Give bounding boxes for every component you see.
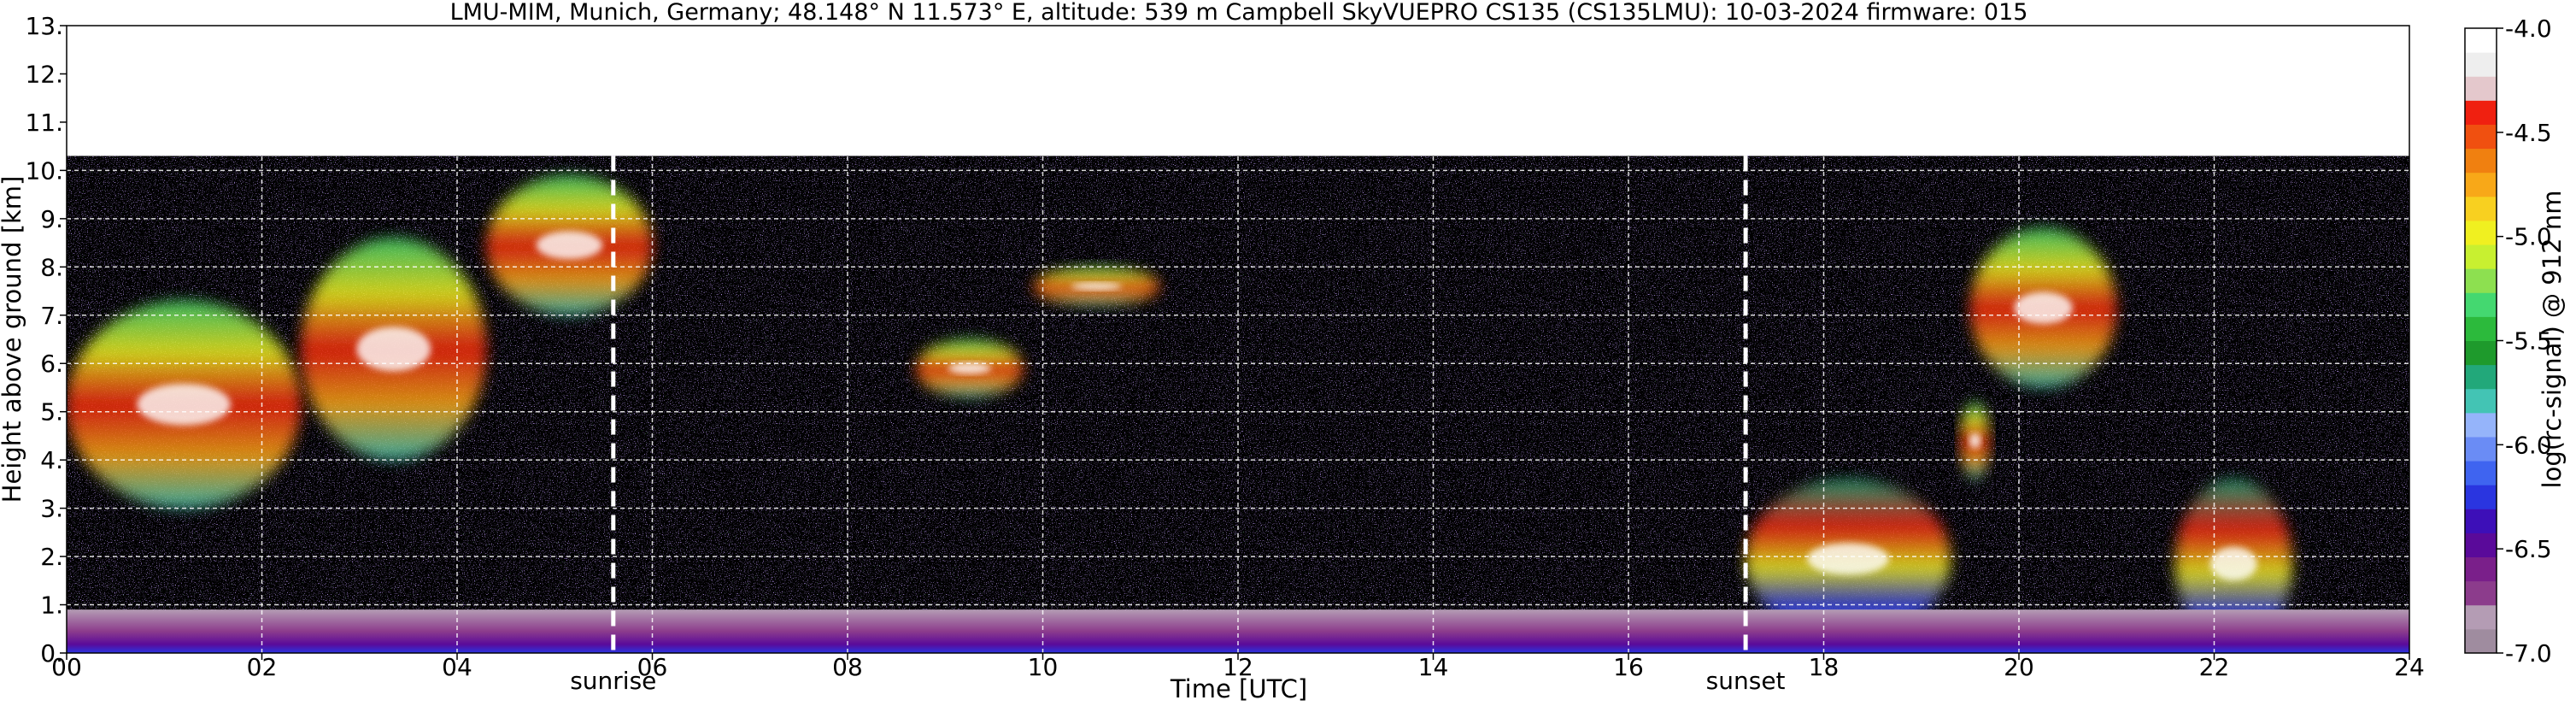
- colorbar-tick-label: -4.5: [2505, 119, 2552, 147]
- y-axis-ticks: 0. 1. 2. 3. 4. 5. 6. 7. 8. 9. 10. 11. 12. 13.: [25, 12, 67, 668]
- x-tick-label: 16: [1613, 653, 1644, 681]
- colorbar-swatch: [2465, 461, 2497, 485]
- colorbar-tick-label: -4.0: [2505, 15, 2552, 43]
- x-axis-ticks: 00 02 04 06 08 10 12 14 16 18 20 22 24: [51, 653, 2425, 681]
- colorbar-swatch: [2465, 412, 2497, 438]
- y-tick-label: 0.: [40, 639, 63, 668]
- x-tick-label: 02: [247, 653, 278, 681]
- cloud-core-cloud-layer-night-early: [137, 383, 231, 426]
- colorbar-swatch: [2465, 268, 2497, 293]
- colorbar-swatch: [2465, 604, 2497, 630]
- x-tick-label: 14: [1418, 653, 1449, 681]
- y-tick-label: 13.: [25, 12, 63, 40]
- colorbar-swatch: [2465, 244, 2497, 269]
- y-tick-label: 11.: [25, 109, 63, 137]
- x-tick-label: 08: [832, 653, 863, 681]
- colorbar-swatch: [2465, 340, 2497, 366]
- colorbar-swatch: [2465, 124, 2497, 150]
- cloud-core-cloud-streak-evening-high: [2014, 291, 2073, 324]
- y-tick-label: 12.: [25, 60, 63, 88]
- colorbar-swatch: [2465, 76, 2497, 101]
- x-tick-label: 24: [2394, 653, 2425, 681]
- y-tick-label: 8.: [40, 253, 63, 281]
- colorbar-swatch: [2465, 220, 2497, 245]
- sunrise-label: sunrise: [570, 667, 656, 695]
- x-tick-label: 06: [637, 653, 668, 681]
- ground-aerosol-layer: [67, 609, 2409, 653]
- cloud-core-cloud-streak-upper: [1071, 282, 1123, 291]
- y-tick-label: 4.: [40, 446, 63, 474]
- grid: [67, 26, 2409, 653]
- y-tick-label: 3.: [40, 495, 63, 523]
- colorbar-swatch: [2465, 28, 2497, 53]
- colorbar-tick-label: -6.0: [2505, 431, 2552, 459]
- colorbar-swatch: [2465, 388, 2497, 414]
- annotations: sunrise sunset: [570, 156, 1786, 695]
- colorbar-swatch: [2465, 556, 2497, 582]
- x-tick-label: 22: [2199, 653, 2230, 681]
- cloud-core-cloud-streak-mid: [948, 362, 991, 374]
- colorbar-swatch: [2465, 485, 2497, 509]
- y-tick-label: 2.: [40, 543, 63, 571]
- colorbar: -4.0 -4.5 -5.0 -5.5 -6.0 -6.5 -7.0: [2464, 15, 2552, 668]
- y-tick-label: 6.: [40, 350, 63, 378]
- y-tick-label: 5.: [40, 398, 63, 427]
- cloud-core-cloud-layer-low-evening: [1807, 543, 1890, 575]
- colorbar-swatch: [2465, 292, 2497, 317]
- colorbar-swatch: [2465, 172, 2497, 197]
- colorbar-swatch: [2465, 532, 2497, 558]
- x-tick-label: 10: [1028, 653, 1059, 681]
- colorbar-swatch: [2465, 52, 2497, 77]
- colorbar-label: log(rc-signal) @ 912 nm: [2538, 191, 2567, 489]
- colorbar-swatch: [2465, 580, 2497, 606]
- cloud-core-cloud-column-evening: [1969, 432, 1981, 449]
- cloud-core-cloud-layer-rising: [356, 327, 431, 372]
- colorbar-swatch: [2465, 628, 2497, 654]
- sunset-label: sunset: [1706, 667, 1786, 695]
- y-tick-label: 7.: [40, 302, 63, 330]
- colorbar-swatch: [2465, 364, 2497, 390]
- y-tick-label: 10.: [25, 156, 63, 185]
- x-tick-label: 04: [442, 653, 472, 681]
- chart-title: LMU-MIM, Munich, Germany; 48.148° N 11.5…: [450, 0, 2028, 26]
- colorbar-swatch: [2465, 148, 2497, 174]
- colorbar-swatch: [2465, 196, 2497, 221]
- y-tick-label: 1.: [40, 591, 63, 620]
- colorbar-tick-label: -5.5: [2505, 327, 2552, 356]
- colorbar-tick-label: -6.5: [2505, 535, 2552, 563]
- colorbar-swatch: [2465, 100, 2497, 125]
- cloud-core-cloud-layer-late: [2209, 546, 2257, 581]
- cloud-features: [67, 175, 2292, 649]
- colorbar-swatch: [2465, 316, 2497, 341]
- x-tick-label: 12: [1223, 653, 1253, 681]
- colorbar-tick-label: -7.0: [2505, 639, 2552, 668]
- y-axis-label: Height above ground [km]: [0, 176, 26, 503]
- x-tick-label: 20: [2004, 653, 2034, 681]
- x-axis-label: Time [UTC]: [1170, 674, 1307, 703]
- colorbar-tick-label: -5.0: [2505, 223, 2552, 251]
- colorbar-swatch: [2465, 436, 2497, 462]
- y-tick-label: 9.: [40, 205, 63, 233]
- x-tick-label: 18: [1809, 653, 1840, 681]
- x-tick-label: 00: [51, 653, 82, 681]
- colorbar-swatch: [2465, 509, 2497, 533]
- cloud-core-cloud-patch-high: [536, 231, 603, 260]
